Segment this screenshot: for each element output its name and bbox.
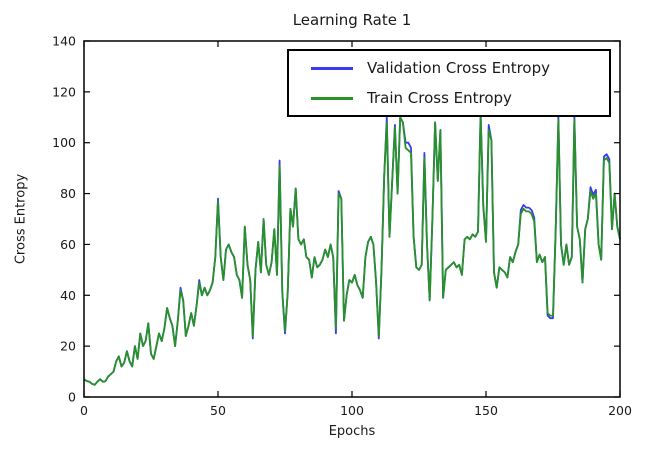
train-line-swatch xyxy=(311,96,353,100)
y-tick-label: 100 xyxy=(52,135,76,150)
legend-item-train: Train Cross Entropy xyxy=(289,85,609,111)
x-axis-label: Epochs xyxy=(328,424,376,439)
legend-item-validation: Validation Cross Entropy xyxy=(289,55,609,81)
x-tick-label: 200 xyxy=(608,403,632,418)
y-tick-label: 20 xyxy=(60,339,76,354)
y-tick-label: 80 xyxy=(60,186,76,201)
validation-line-swatch xyxy=(311,66,353,70)
y-tick-label: 0 xyxy=(68,390,76,405)
train-line xyxy=(83,113,621,386)
validation-line xyxy=(83,111,621,386)
chart-title: Learning Rate 1 xyxy=(292,11,412,29)
y-tick-label: 40 xyxy=(60,288,76,303)
x-tick-label: 150 xyxy=(474,403,498,418)
x-tick-label: 100 xyxy=(340,403,364,418)
legend-label-validation: Validation Cross Entropy xyxy=(367,59,551,77)
y-axis-label: Cross Entropy xyxy=(13,173,29,265)
x-tick-label: 0 xyxy=(80,403,88,418)
x-tick-label: 50 xyxy=(210,403,226,418)
y-tick-label: 60 xyxy=(60,237,76,252)
y-tick-label: 140 xyxy=(52,34,76,49)
legend: Validation Cross Entropy Train Cross Ent… xyxy=(287,49,611,117)
y-tick-label: 120 xyxy=(52,84,76,99)
legend-label-train: Train Cross Entropy xyxy=(367,89,512,107)
